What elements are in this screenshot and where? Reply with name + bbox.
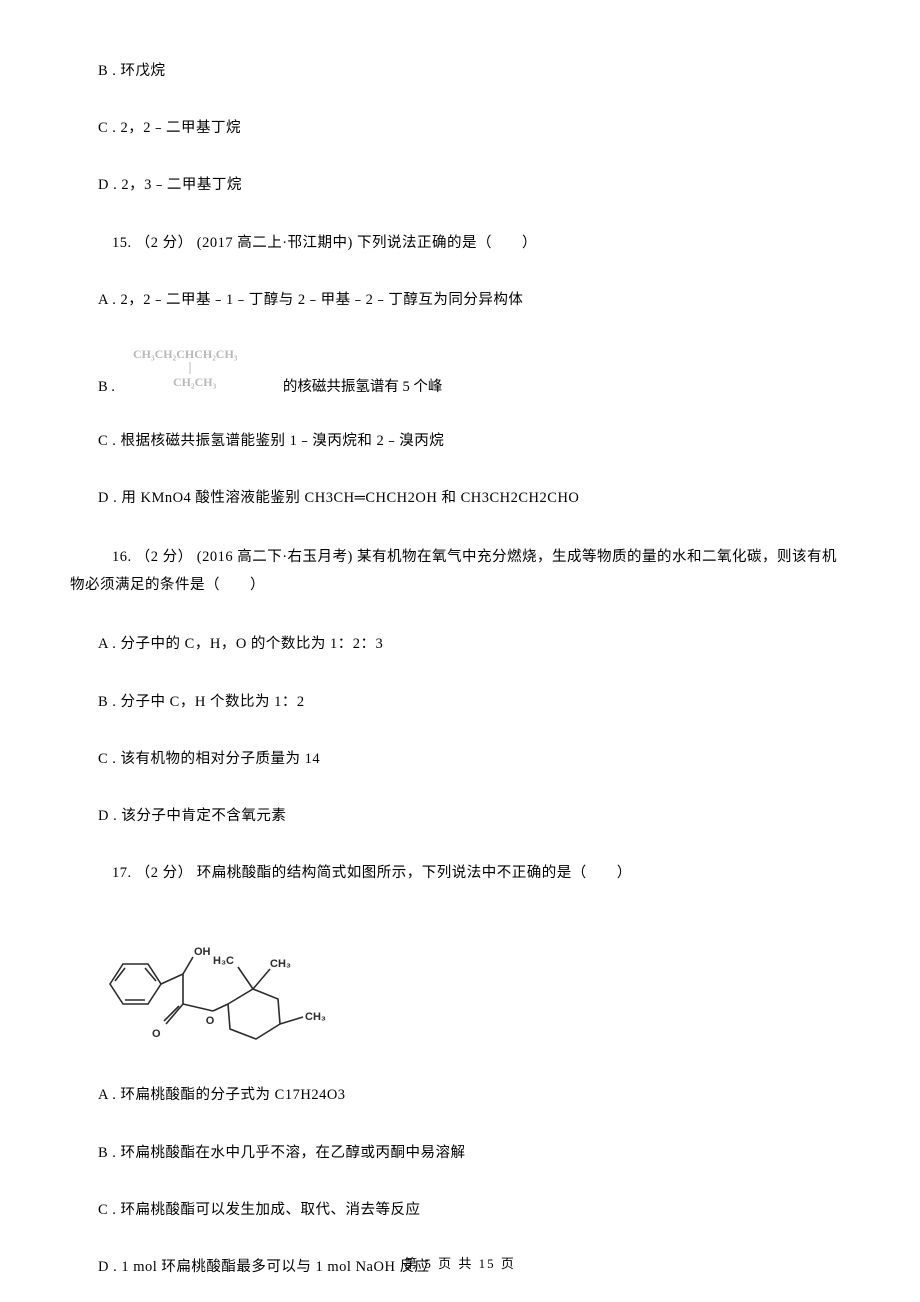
q15-stem: 15. （2 分） (2017 高二上·邗江期中) 下列说法正确的是（ ）	[70, 232, 850, 255]
label-h3c: H₃C	[213, 955, 234, 967]
q17-option-c: C . 环扁桃酸酯可以发生加成、取代、消去等反应	[70, 1199, 850, 1222]
page-footer: 第 5 页 共 15 页	[0, 1253, 920, 1272]
q15-b-prefix: B .	[98, 379, 115, 396]
q15-option-c: C . 根据核磁共振氢谱能鉴别 1﹣溴丙烷和 2﹣溴丙烷	[70, 430, 850, 453]
formula-line1: CH₃CH₂CHCH₂CH₃	[133, 347, 238, 361]
label-oh: OH	[194, 946, 211, 958]
prev-option-c: C . 2，2﹣二甲基丁烷	[70, 117, 850, 140]
q16-option-b: B . 分子中 C，H 个数比为 1：2	[70, 691, 850, 714]
q17-structure-diagram: OH O O H₃C CH₃ CH₃	[98, 919, 328, 1054]
q15-option-a: A . 2，2﹣二甲基﹣1﹣丁醇与 2﹣甲基﹣2﹣丁醇互为同分异构体	[70, 289, 850, 312]
label-o-ring: O	[206, 1015, 215, 1027]
q15-option-b: B . CH₃CH₂CHCH₂CH₃ CH₂CH₃ 的核磁共振氢谱有 5 个峰	[70, 346, 850, 396]
q15-option-d: D . 用 KMnO4 酸性溶液能鉴别 CH3CH═CHCH2OH 和 CH3C…	[70, 487, 850, 510]
q16-option-d: D . 该分子中肯定不含氧元素	[70, 805, 850, 828]
structure-labels: OH O O H₃C CH₃ CH₃	[152, 946, 326, 1040]
q15-b-formula: CH₃CH₂CHCH₂CH₃ CH₂CH₃	[133, 346, 273, 396]
q17-option-b: B . 环扁桃酸酯在水中几乎不溶，在乙醇或丙酮中易溶解	[70, 1142, 850, 1165]
prev-option-d: D . 2，3﹣二甲基丁烷	[70, 174, 850, 197]
label-ch3-right: CH₃	[305, 1011, 326, 1023]
q15-b-suffix: 的核磁共振氢谱有 5 个峰	[283, 375, 443, 396]
q17-stem: 17. （2 分） 环扁桃酸酯的结构简式如图所示，下列说法中不正确的是（ ）	[70, 862, 850, 885]
label-o-dbl: O	[152, 1028, 161, 1040]
prev-option-b: B . 环戊烷	[70, 60, 850, 83]
q16-stem-text: 16. （2 分） (2016 高二下·右玉月考) 某有机物在氧气中充分燃烧，生…	[70, 549, 837, 593]
q16-option-c: C . 该有机物的相对分子质量为 14	[70, 748, 850, 771]
q17-option-a: A . 环扁桃酸酯的分子式为 C17H24O3	[70, 1084, 850, 1107]
formula-line2: CH₂CH₃	[173, 375, 217, 389]
q16-option-a: A . 分子中的 C，H，O 的个数比为 1：2：3	[70, 633, 850, 656]
label-ch3-top: CH₃	[270, 958, 291, 970]
q16-stem: 16. （2 分） (2016 高二下·右玉月考) 某有机物在氧气中充分燃烧，生…	[70, 544, 850, 599]
